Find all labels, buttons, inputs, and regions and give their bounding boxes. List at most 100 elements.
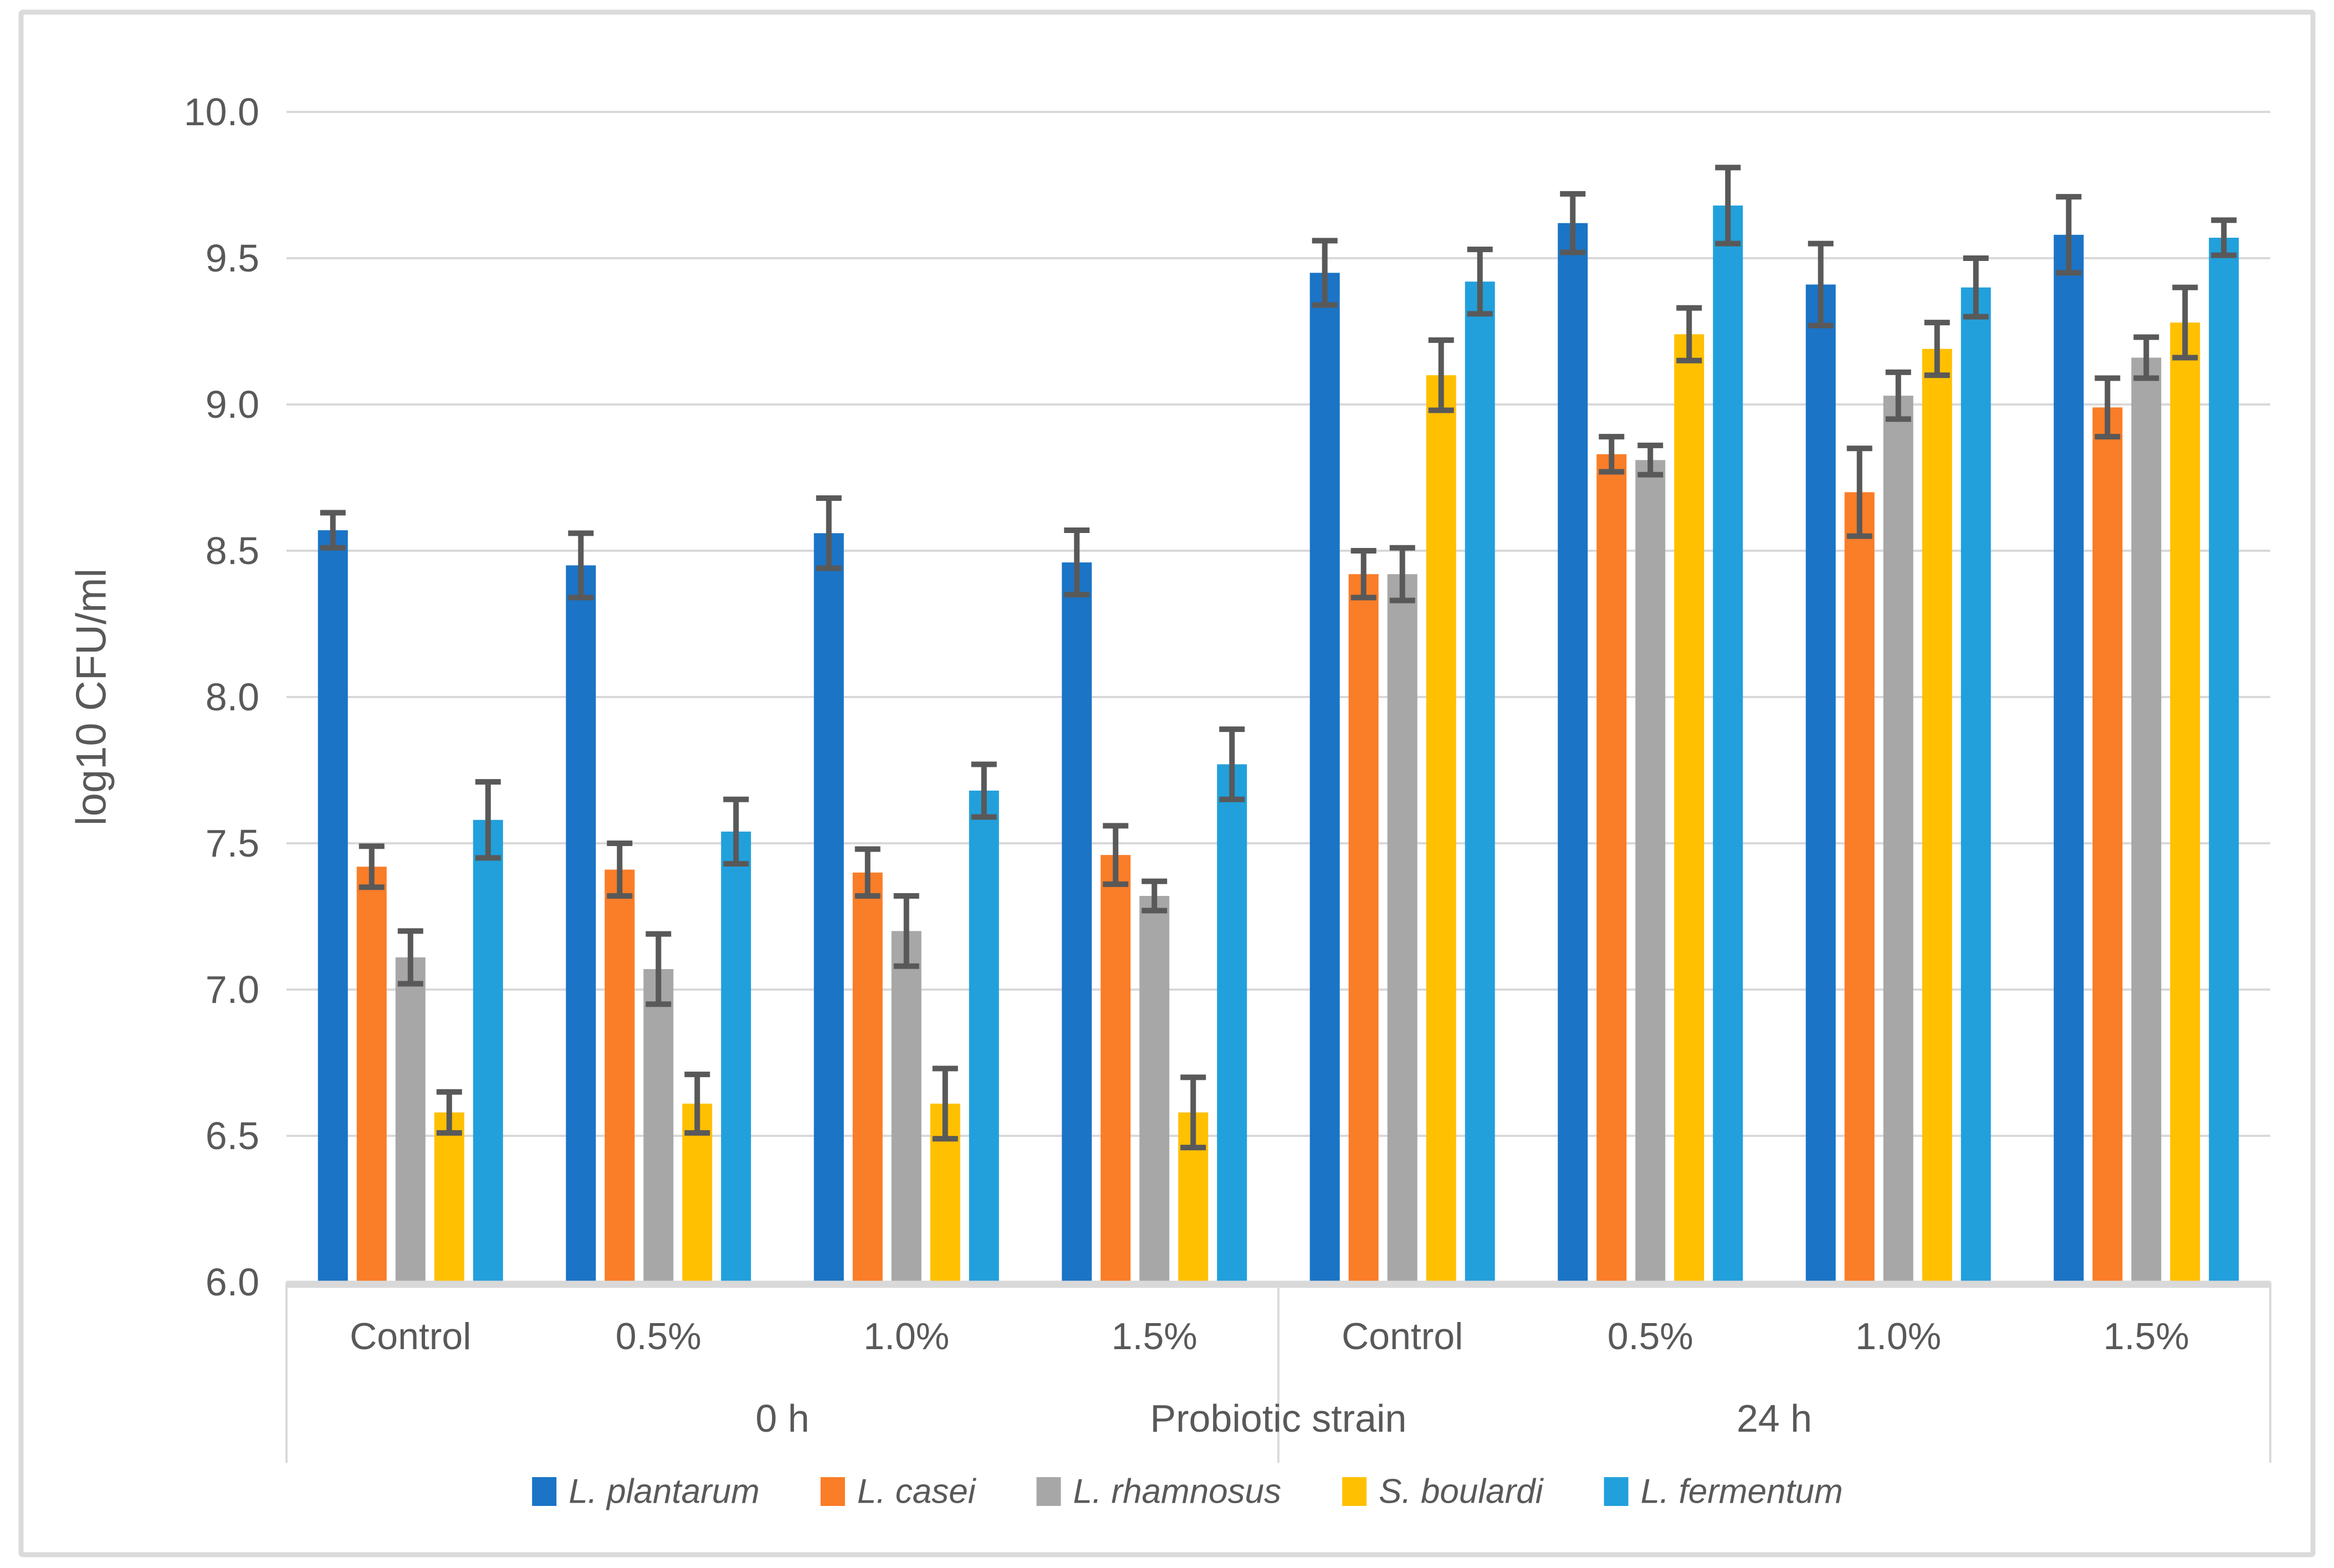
error-bar: [1103, 823, 1129, 887]
y-tick-label: 8.0: [206, 675, 259, 719]
bar-l-plantarum-3: [1062, 562, 1092, 1281]
legend-item: L. rhamnosus: [1036, 1473, 1281, 1511]
bar-l-casei-5: [1596, 454, 1627, 1281]
bar-l-plantarum-4: [1309, 273, 1340, 1281]
error-bar: [1428, 337, 1454, 413]
error-bar: [1885, 369, 1911, 422]
y-tick-label: 10.0: [184, 90, 259, 134]
bar-l-plantarum-0: [318, 530, 348, 1281]
figure-border: [18, 9, 2316, 1557]
category-dividers: [285, 1282, 2271, 1463]
bar-l-plantarum-2: [813, 533, 844, 1281]
bar-l-plantarum-1: [566, 565, 596, 1281]
legend-item: L. fermentum: [1604, 1473, 1843, 1511]
bar-s-boulardi-0: [434, 1112, 464, 1281]
error-bar: [932, 1065, 958, 1142]
error-bar: [816, 495, 842, 571]
error-bar: [1637, 442, 1664, 478]
bar-l-casei-2: [852, 872, 883, 1281]
error-bar: [893, 893, 919, 969]
bar-s-boulardi-5: [1674, 334, 1705, 1281]
error-bars: [320, 165, 2237, 1151]
legend-item: L. casei: [820, 1473, 977, 1511]
bar-l-rhamnosus-3: [1139, 896, 1170, 1281]
legend: L. plantarum L. casei L. rhamnosus S. boula…: [532, 1473, 1843, 1511]
y-tick-label: 9.5: [206, 237, 259, 280]
legend-label: S. boulardi: [1379, 1473, 1544, 1511]
category-label: 0.5%: [616, 1315, 702, 1357]
bar-s-boulardi-6: [1922, 349, 1952, 1282]
y-tick-label: 7.5: [206, 822, 259, 865]
error-bar: [971, 761, 997, 820]
y-tick-label: 6.0: [206, 1260, 259, 1304]
error-bar: [607, 841, 633, 899]
bar-l-rhamnosus-5: [1635, 460, 1666, 1281]
legend-label: L. fermentum: [1641, 1473, 1843, 1511]
x-axis-title: Probiotic strain: [1150, 1397, 1407, 1440]
category-label: 1.0%: [1855, 1315, 1941, 1357]
bar-l-fermentum-6: [1961, 287, 1991, 1281]
error-bar: [1676, 305, 1702, 363]
time-label-0h: 0 h: [755, 1397, 809, 1440]
y-tick-label: 8.5: [206, 529, 259, 572]
category-label: 1.5%: [1112, 1315, 1197, 1357]
error-bar: [1389, 545, 1415, 603]
error-bar: [1924, 320, 1950, 378]
bar-l-casei-1: [605, 869, 635, 1281]
error-bar: [359, 843, 385, 890]
error-bar: [2133, 334, 2159, 381]
error-bar: [1467, 247, 1493, 317]
bars: [318, 205, 2239, 1282]
bar-l-fermentum-2: [969, 790, 999, 1281]
error-bar: [436, 1089, 462, 1136]
bar-l-casei-7: [2092, 407, 2123, 1281]
bar-l-fermentum-7: [2209, 238, 2239, 1281]
error-bar: [475, 779, 501, 861]
error-bar: [2211, 217, 2237, 258]
error-bar: [397, 928, 423, 987]
legend-item: L. plantarum: [532, 1473, 760, 1511]
bar-l-fermentum-3: [1217, 764, 1247, 1281]
error-bar: [320, 510, 346, 551]
error-bar: [684, 1072, 710, 1136]
error-bar: [854, 846, 881, 899]
bar-l-fermentum-0: [473, 819, 503, 1281]
y-tick-label: 6.5: [206, 1114, 259, 1157]
error-bar: [1312, 238, 1338, 308]
error-bar: [2172, 284, 2198, 361]
category-label: Control: [1342, 1315, 1463, 1357]
bar-l-rhamnosus-0: [395, 957, 426, 1281]
bar-l-casei-6: [1844, 492, 1875, 1281]
error-bar: [646, 931, 672, 1007]
error-bar: [1350, 548, 1376, 601]
bar-l-casei-3: [1101, 855, 1131, 1281]
bar-l-fermentum-1: [721, 831, 751, 1281]
category-label: 0.5%: [1608, 1315, 1693, 1357]
error-bar: [1808, 240, 1834, 329]
legend-item: S. boulardi: [1342, 1473, 1544, 1511]
legend-marker: [1036, 1477, 1061, 1506]
legend-marker: [1604, 1477, 1629, 1506]
error-bar: [1064, 527, 1090, 598]
bar-l-plantarum-7: [2054, 234, 2084, 1281]
bar-l-casei-0: [356, 867, 387, 1281]
time-label-24h: 24 h: [1737, 1397, 1812, 1440]
bar-l-fermentum-4: [1465, 281, 1495, 1281]
y-tick-label: 9.0: [206, 383, 259, 426]
bar-l-rhamnosus-4: [1387, 574, 1417, 1281]
bar-l-rhamnosus-7: [2131, 357, 2162, 1281]
legend-label: L. casei: [857, 1473, 977, 1511]
error-bar: [1963, 255, 1989, 320]
error-bar: [1599, 434, 1625, 475]
x-axis-category-labels: Control 0.5% 1.0% 1.5% Control 0.5% 1.0% 1.5%: [350, 1315, 2189, 1357]
error-bar: [2056, 194, 2082, 276]
error-bar: [723, 796, 749, 867]
bar-l-plantarum-5: [1558, 223, 1588, 1281]
y-axis-title: log10 CFU/ml: [68, 568, 115, 826]
bar-s-boulardi-7: [2170, 322, 2200, 1282]
error-bar: [1180, 1074, 1206, 1151]
error-bar: [2095, 375, 2121, 440]
y-axis-tick-labels: 6.0 6.5 7.0 7.5 8.0 8.5 9.0 9.5 10.0: [184, 90, 259, 1304]
